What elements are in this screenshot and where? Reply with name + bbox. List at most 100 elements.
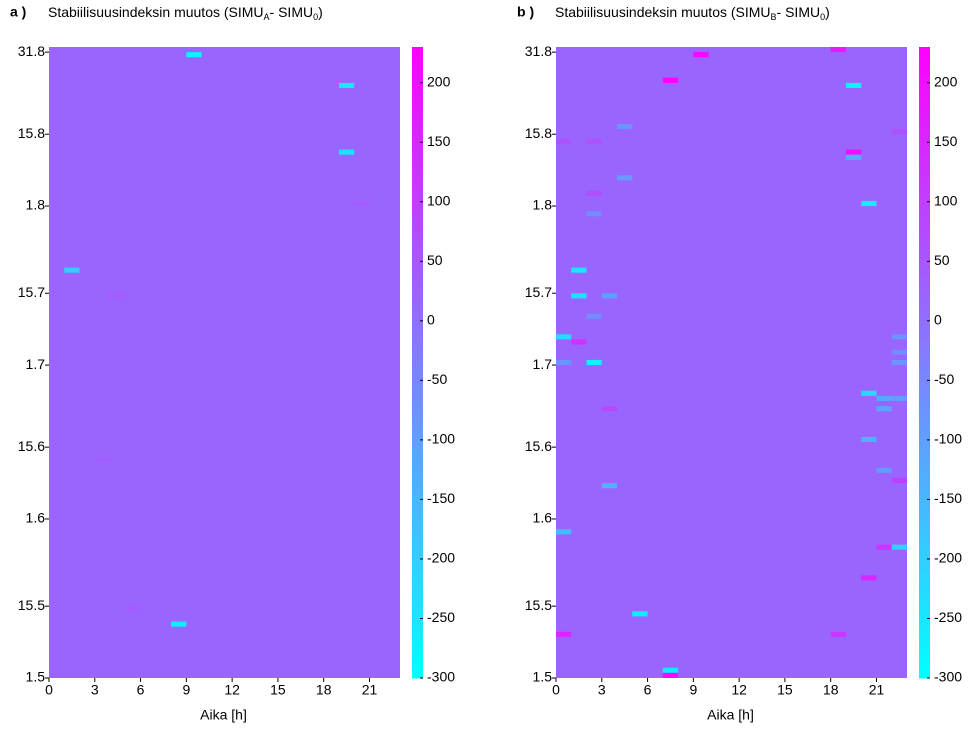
colorbar-segment: [919, 183, 930, 190]
colorbar-segment: [412, 188, 423, 195]
colorbar-segment: [412, 425, 423, 432]
colorbar-segment: [412, 225, 423, 232]
y-tick-label: 1.5: [26, 669, 46, 685]
heatmap-cell: [571, 267, 587, 273]
colorbar-segment: [919, 593, 930, 600]
colorbar-segment: [412, 588, 423, 595]
colorbar-segment: [919, 283, 930, 290]
colorbar-segment: [919, 467, 930, 474]
colorbar-segment: [919, 567, 930, 574]
x-axis-label: Aika [h]: [707, 707, 754, 723]
heatmap-cell: [171, 621, 187, 627]
colorbar-segment: [919, 656, 930, 663]
colorbar-segment: [412, 183, 423, 190]
colorbar-segment: [412, 373, 423, 379]
colorbar-segment: [412, 173, 423, 179]
colorbar-segment: [412, 499, 423, 505]
colorbar-segment: [919, 315, 930, 321]
x-tick-label: 6: [644, 682, 652, 698]
colorbar-segment: [412, 167, 423, 174]
colorbar-segment: [412, 530, 423, 537]
colorbar-segment: [919, 146, 930, 153]
colorbar-segment: [412, 488, 423, 495]
colorbar-segment: [412, 641, 423, 647]
colorbar-segment: [412, 78, 423, 85]
heatmap-cell: [891, 129, 907, 135]
y-tick-label: 1.6: [533, 510, 553, 526]
colorbar-segment: [919, 557, 930, 563]
colorbar-segment: [919, 278, 930, 285]
heatmap-cell: [556, 334, 572, 340]
colorbar-segment: [919, 47, 930, 53]
colorbar-segment: [412, 635, 423, 642]
colorbar-segment: [919, 346, 930, 353]
colorbar-segment: [919, 330, 930, 337]
y-tick-label: 15.5: [525, 597, 552, 613]
colorbar-segment: [919, 215, 930, 222]
y-tick-label: 15.5: [18, 597, 45, 613]
heatmap-cell: [110, 293, 126, 299]
colorbar-segment: [412, 325, 423, 332]
colorbar-segment: [919, 246, 930, 253]
colorbar-segment: [412, 415, 423, 421]
colorbar-segment: [919, 425, 930, 432]
colorbar-segment: [412, 609, 423, 616]
colorbar-segment: [412, 94, 423, 101]
colorbar-segment: [412, 409, 423, 416]
colorbar-segment: [919, 457, 930, 463]
colorbar-segment: [412, 562, 423, 569]
colorbar-segment: [919, 78, 930, 85]
colorbar-segment: [919, 252, 930, 258]
colorbar-segment: [919, 620, 930, 626]
colorbar-segment: [412, 662, 423, 668]
colorbar-segment: [412, 315, 423, 321]
heatmap-cell: [876, 467, 892, 473]
heatmap-cell: [891, 349, 907, 355]
colorbar-segment: [919, 646, 930, 653]
y-tick-label: 15.7: [18, 284, 45, 300]
colorbar-segment: [412, 630, 423, 637]
colorbar-segment: [919, 572, 930, 579]
colorbar-segment: [919, 383, 930, 390]
colorbar-segment: [919, 83, 930, 90]
colorbar-segment: [412, 215, 423, 222]
colorbar-tick-label: 200: [427, 73, 451, 89]
y-tick-label: 31.8: [18, 43, 45, 59]
colorbar-segment: [412, 288, 423, 295]
y-tick-label: 31.8: [525, 43, 552, 59]
colorbar-segment: [412, 557, 423, 563]
heatmap-cell: [891, 544, 907, 550]
heatmap-cell: [891, 334, 907, 340]
heatmap-cell: [891, 359, 907, 366]
colorbar-segment: [412, 483, 423, 490]
colorbar-segment: [919, 672, 930, 679]
x-tick-label: 3: [91, 682, 99, 698]
colorbar-segment: [919, 104, 930, 111]
colorbar-segment: [412, 667, 423, 674]
colorbar-segment: [412, 336, 423, 342]
y-tick-label: 15.7: [525, 284, 552, 300]
panel-label: b ): [517, 4, 534, 20]
colorbar-segment: [919, 125, 930, 132]
colorbar-segment: [919, 152, 930, 158]
y-tick-label: 1.8: [26, 197, 46, 213]
y-tick-label: 1.5: [533, 669, 553, 685]
colorbar-segment: [412, 62, 423, 69]
colorbar-segment: [919, 504, 930, 511]
colorbar-segment: [919, 635, 930, 642]
colorbar-segment: [412, 472, 423, 479]
heatmap-cell: [891, 395, 907, 401]
y-tick-label: 1.7: [26, 356, 46, 372]
colorbar-segment: [412, 514, 423, 521]
x-tick-label: 9: [182, 682, 190, 698]
colorbar-segment: [919, 167, 930, 174]
colorbar-segment: [919, 604, 930, 611]
title-part: 0: [820, 12, 825, 22]
colorbar-segment: [412, 157, 423, 164]
heatmap-cell: [830, 631, 846, 637]
colorbar-segment: [412, 536, 423, 542]
colorbar-segment: [919, 509, 930, 516]
colorbar-segment: [412, 346, 423, 353]
heatmap-cell: [876, 395, 892, 401]
colorbar-segment: [412, 231, 423, 237]
